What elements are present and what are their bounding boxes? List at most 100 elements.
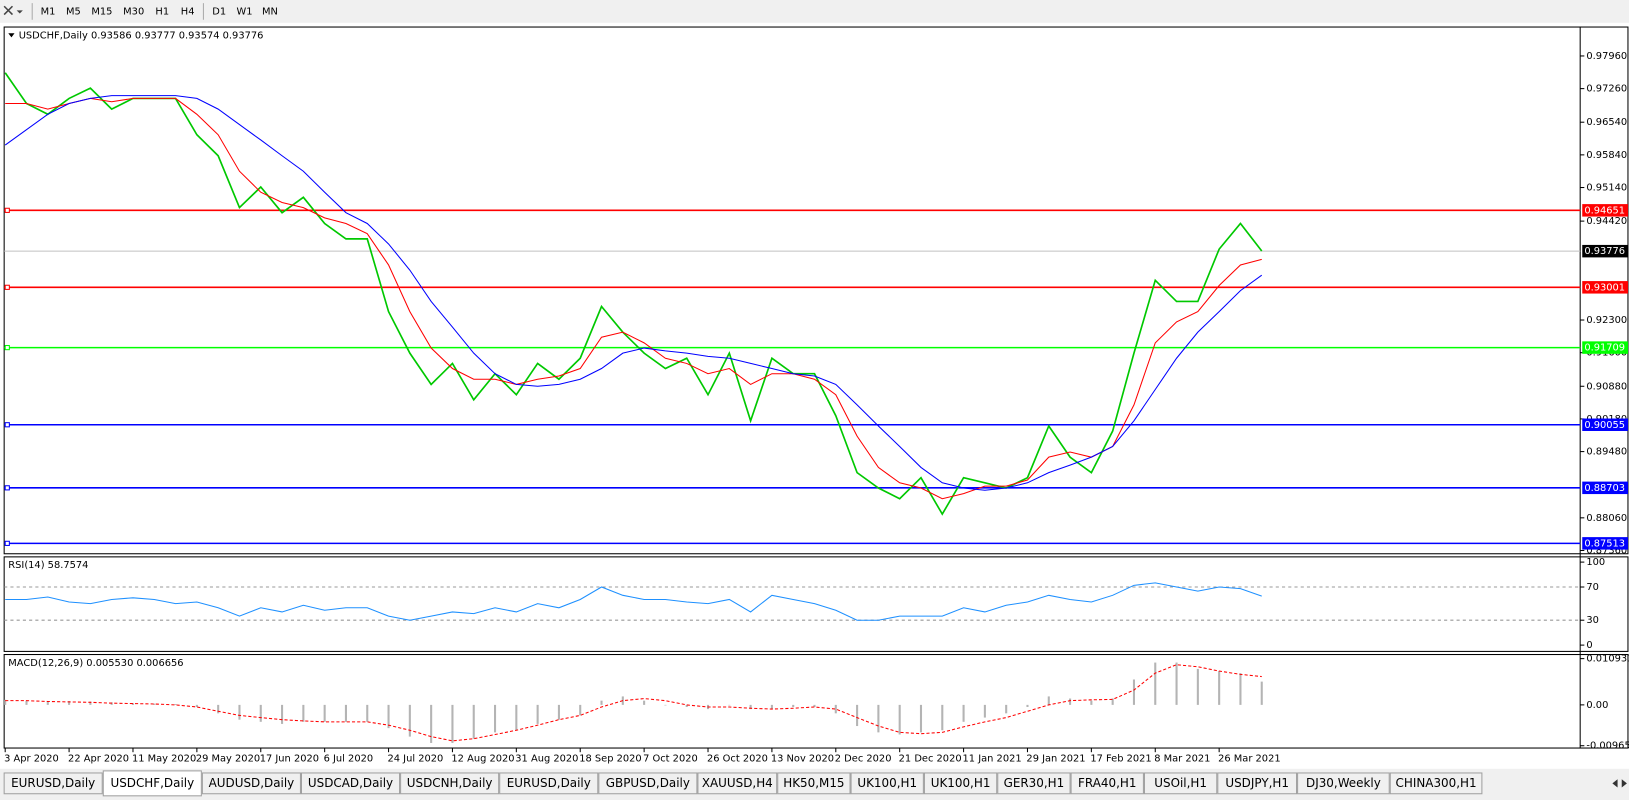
x-tick-label: 29 Jan 2021 <box>1026 753 1085 764</box>
tab[interactable] <box>1217 772 1298 795</box>
histogram-bar <box>1069 698 1072 705</box>
level-label: 0.88703 <box>1584 483 1625 494</box>
timeframe-button[interactable]: M5 <box>66 6 81 17</box>
tab[interactable] <box>697 772 778 795</box>
timeframe-button[interactable]: M15 <box>91 6 112 17</box>
tab-label[interactable]: USDJPY,H1 <box>1225 776 1289 790</box>
tab[interactable] <box>777 772 851 795</box>
tab[interactable] <box>1143 772 1218 795</box>
tab[interactable] <box>3 772 103 795</box>
timeframe-button[interactable]: H4 <box>181 6 195 17</box>
y-tick-label: 0.95140 <box>1586 183 1627 194</box>
histogram-bar <box>323 704 326 722</box>
tab-label[interactable]: EURUSD,Daily <box>507 776 591 790</box>
histogram-bar <box>1239 673 1242 705</box>
tab-label[interactable]: USDCNH,Daily <box>407 776 493 790</box>
histogram-bar <box>728 704 731 706</box>
tab-label[interactable]: CHINA300,H1 <box>1396 776 1477 790</box>
histogram-bar <box>430 704 433 743</box>
tab[interactable] <box>102 770 202 797</box>
histogram-bar <box>217 704 220 714</box>
crosshair-icon[interactable] <box>3 5 14 16</box>
y-tick-label: 0.97960 <box>1586 51 1627 62</box>
level-anchor[interactable] <box>4 344 10 351</box>
timeframe-button[interactable]: D1 <box>212 6 226 17</box>
tab-label[interactable]: DJ30,Weekly <box>1306 776 1381 790</box>
tab-label[interactable]: AUDUSD,Daily <box>209 776 295 790</box>
histogram-bar <box>302 704 305 722</box>
y-tick-label: 0.89480 <box>1586 447 1627 458</box>
moving-average <box>4 95 1263 491</box>
histogram-bar <box>46 701 49 705</box>
tab[interactable] <box>923 772 998 795</box>
moving-average <box>5 97 1262 500</box>
tab[interactable] <box>1297 772 1390 795</box>
y-tick-label: 0 <box>1586 640 1592 651</box>
histogram-bar <box>557 704 560 720</box>
level-anchor[interactable] <box>4 422 10 428</box>
tab-label[interactable]: FRA40,H1 <box>1078 776 1136 790</box>
timeframe-button[interactable]: W1 <box>237 6 253 17</box>
tab-label[interactable]: UK100,H1 <box>931 776 991 790</box>
x-tick-label: 7 Oct 2020 <box>643 753 698 764</box>
tab[interactable] <box>997 772 1071 795</box>
dropdown-icon[interactable] <box>16 10 23 14</box>
histogram-bar <box>387 704 390 729</box>
level-box <box>1582 418 1628 431</box>
level-label: 0.87513 <box>1584 538 1625 549</box>
x-tick-label: 17 Feb 2021 <box>1090 753 1151 764</box>
timeframe-button[interactable]: MN <box>262 6 278 17</box>
signal-line <box>5 664 1262 742</box>
tab-label[interactable]: GBPUSD,Daily <box>606 776 690 790</box>
tab[interactable] <box>400 772 500 795</box>
x-tick-label: 12 Aug 2020 <box>451 753 514 764</box>
current-price-box <box>1582 244 1628 258</box>
histogram-bar <box>664 704 667 706</box>
tab[interactable] <box>1070 772 1144 795</box>
tab[interactable] <box>850 772 924 795</box>
level-anchor[interactable] <box>4 540 10 546</box>
histogram-bar <box>25 700 28 705</box>
tab-scroll[interactable] <box>1612 779 1627 788</box>
tab-label[interactable]: GER30,H1 <box>1004 776 1065 790</box>
x-tick-label: 29 May 2020 <box>196 753 260 764</box>
tab[interactable] <box>300 772 401 795</box>
level-box <box>1582 204 1628 217</box>
tab-label[interactable]: HK50,M15 <box>783 776 844 790</box>
x-tick-label: 13 Nov 2020 <box>771 753 834 764</box>
tab[interactable] <box>1389 772 1483 795</box>
timeframe-button[interactable]: M30 <box>123 6 144 17</box>
level-anchor[interactable] <box>4 485 10 491</box>
indicator-title: MACD(12,26,9) 0.005530 0.006656 <box>8 658 183 669</box>
x-tick-label: 2 Dec 2020 <box>835 753 892 764</box>
histogram-bar <box>1260 681 1263 705</box>
histogram-bar <box>1005 704 1008 714</box>
pane-collapse-arrow[interactable] <box>8 33 15 38</box>
x-tick-label: 17 Jun 2020 <box>260 753 319 764</box>
histogram-bar <box>1111 698 1114 705</box>
histogram-bar <box>4 699 7 705</box>
tab-label[interactable]: USDCHF,Daily <box>110 776 194 790</box>
level-anchor[interactable] <box>4 207 10 213</box>
histogram-bar <box>600 700 603 705</box>
tab[interactable] <box>499 772 599 795</box>
histogram-bar <box>472 704 475 739</box>
tab-label[interactable]: XAUUSD,H4 <box>702 776 773 790</box>
timeframe-button[interactable]: H1 <box>155 6 169 17</box>
tab-label[interactable]: USDCAD,Daily <box>308 776 393 790</box>
y-tick-label: 0.010933 <box>1586 654 1629 665</box>
histogram-bar <box>68 701 71 705</box>
tab[interactable] <box>598 772 698 795</box>
histogram-bar <box>962 704 965 722</box>
histogram-bar <box>941 704 944 731</box>
histogram-bar <box>1175 662 1178 705</box>
histogram-bar <box>408 704 411 737</box>
timeframe-button[interactable]: M1 <box>41 6 56 17</box>
histogram-bar <box>131 703 135 705</box>
tab[interactable] <box>201 772 301 795</box>
level-anchor[interactable] <box>4 284 10 290</box>
tab-label[interactable]: UK100,H1 <box>857 776 917 790</box>
tab-label[interactable]: USOil,H1 <box>1154 776 1207 790</box>
tab-label[interactable]: EURUSD,Daily <box>11 776 95 790</box>
